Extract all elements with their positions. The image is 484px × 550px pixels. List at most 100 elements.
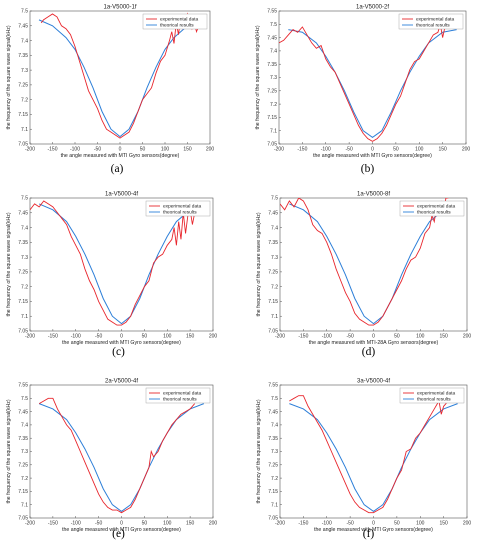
y-tick-label: 7.1 (270, 128, 277, 134)
y-tick-label: 7.4 (271, 423, 278, 429)
y-tick-label: 7.45 (268, 409, 278, 415)
chart-panel: -200 -150 -100 -50 0 50 100 150 200 7.05 7.1 7.15 7.… (6, 379, 217, 541)
y-tick-label: 7.3 (21, 255, 28, 261)
legend-entry: theorical results (417, 397, 451, 403)
y-tick-label: 7.4 (21, 423, 28, 429)
x-tick-label: 50 (140, 147, 146, 153)
legend-box (398, 13, 464, 30)
x-tick-label: 100 (415, 147, 424, 153)
theoretical-results-line (288, 29, 457, 138)
y-axis-label: the frequency of the square wave signal(… (6, 25, 12, 129)
x-tick-label: -100 (71, 521, 81, 527)
x-axis-label: the angle measured with MTI Gyro sensors… (314, 527, 433, 533)
panel-letter: (a) (111, 163, 124, 175)
x-tick-label: -100 (322, 334, 332, 340)
y-tick-label: 7.5 (271, 196, 278, 202)
chart-title: 3a-V5000-4f (357, 379, 390, 385)
x-tick-label: -50 (346, 147, 353, 153)
x-tick-label: 0 (120, 334, 123, 340)
y-tick-label: 7.1 (21, 502, 28, 508)
x-tick-label: 200 (209, 521, 218, 527)
x-tick-label: 0 (119, 147, 122, 153)
y-tick-label: 7.25 (268, 270, 278, 276)
x-tick-label: 150 (183, 147, 192, 153)
panel-letter: (c) (112, 346, 125, 358)
x-tick-label: -200 (274, 147, 284, 153)
y-tick-label: 7.25 (18, 463, 28, 469)
y-tick-label: 7.5 (21, 196, 28, 202)
legend-entry: experimental data (417, 204, 455, 210)
y-tick-label: 7.1 (271, 314, 278, 320)
x-tick-label: 0 (371, 147, 374, 153)
legend-entry: experimental data (163, 204, 201, 210)
x-tick-label: -200 (275, 334, 285, 340)
x-tick-label: 150 (439, 521, 448, 527)
panel-letter: (f) (363, 528, 375, 540)
chart-title: 2a-V5000-4f (105, 379, 138, 385)
x-axis-label: the angle measured with MTI-28A Gyro sen… (309, 340, 439, 346)
plot-area (279, 197, 468, 332)
y-tick-label: 7.4 (271, 225, 278, 231)
y-tick-label: 7.35 (267, 62, 277, 68)
experimental-data-line (279, 24, 448, 142)
x-tick-label: -50 (95, 334, 102, 340)
plot-area (29, 197, 214, 332)
chart-panel: -200 -150 -100 -50 0 50 100 150 200 7.05 7.1 7.15 7.… (6, 192, 217, 359)
legend-entry: experimental data (160, 17, 198, 23)
chart-title: 1a-V5000-2f (356, 5, 389, 11)
x-tick-label: 50 (394, 334, 400, 340)
y-tick-label: 7.55 (267, 9, 277, 15)
y-tick-label: 7.25 (18, 270, 28, 276)
x-tick-label: 100 (416, 334, 425, 340)
x-tick-label: 200 (463, 334, 472, 340)
y-tick-label: 7.2 (21, 284, 28, 290)
experimental-data-line (38, 397, 196, 514)
y-tick-label: 7.05 (18, 516, 28, 522)
x-tick-label: 200 (462, 147, 471, 153)
theoretical-results-line (289, 203, 458, 325)
legend-entry: theorical results (417, 210, 451, 216)
legend-entry: theorical results (160, 23, 194, 29)
y-tick-label: 7.05 (267, 142, 277, 148)
y-axis-label: the frequency of the square wave signal(… (6, 212, 12, 316)
x-tick-label: 50 (142, 521, 148, 527)
x-tick-label: -150 (48, 334, 58, 340)
chart-panel: -200 -150 -100 -50 0 50 100 150 200 7.05 7.1 7.15 7.… (256, 192, 471, 359)
chart-panel: -200 -150 -100 -50 0 50 100 150 200 7.05 7.1 7.15 7.… (256, 379, 471, 541)
legend-entry: theorical results (163, 397, 197, 403)
theoretical-results-line (38, 203, 205, 325)
plot-area (29, 10, 211, 145)
x-tick-label: -150 (298, 334, 308, 340)
experimental-data-line (280, 198, 449, 326)
x-tick-label: -150 (47, 147, 57, 153)
x-tick-label: 0 (372, 521, 375, 527)
legend-box (399, 200, 465, 217)
x-tick-label: -100 (71, 334, 81, 340)
panel-letter: (e) (112, 528, 125, 540)
experimental-data-line (289, 395, 449, 514)
x-tick-label: -200 (25, 334, 35, 340)
y-tick-label: 7.55 (18, 383, 28, 389)
y-axis-label: the frequency of the square wave signal(… (255, 25, 261, 129)
chart-panel: -200 -150 -100 -50 0 50 100 150 200 7.05 7.1 7.15 7.… (255, 5, 470, 176)
x-axis-label: the angle measured with MTI Gyro sensors… (62, 340, 181, 346)
x-tick-label: -100 (70, 147, 80, 153)
chart-panel: -200 -150 -100 -50 0 50 100 150 200 7.05 7.1 7.15 7.… (6, 5, 214, 176)
y-tick-label: 7.3 (271, 449, 278, 455)
y-tick-label: 7.45 (268, 210, 278, 216)
x-tick-label: 50 (393, 147, 399, 153)
plot-area (29, 384, 214, 519)
legend-entry: experimental data (416, 17, 454, 23)
y-tick-label: 7.25 (268, 463, 278, 469)
legend-entry: theorical results (163, 210, 197, 216)
x-tick-label: 100 (416, 521, 425, 527)
y-tick-label: 7.2 (270, 102, 277, 108)
x-tick-label: -200 (25, 521, 35, 527)
x-tick-label: 200 (463, 521, 472, 527)
x-tick-label: -200 (25, 147, 35, 153)
y-tick-label: 7.25 (267, 89, 277, 95)
x-tick-label: -50 (95, 521, 102, 527)
x-tick-label: 100 (161, 147, 170, 153)
y-axis-label: the frequency of the square wave signal(… (6, 399, 12, 503)
